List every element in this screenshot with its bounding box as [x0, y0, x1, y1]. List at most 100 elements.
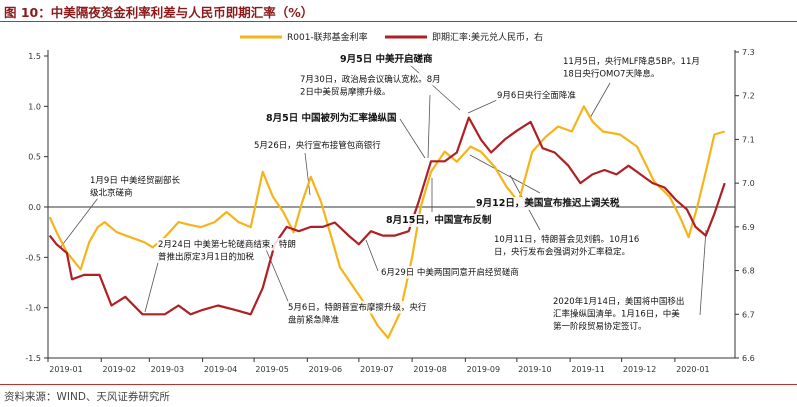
annotation-leader	[467, 99, 498, 114]
x-tick-label: 2019-02	[103, 365, 136, 374]
x-tick-label: 2019-09	[467, 365, 500, 374]
annotation-bg	[89, 186, 127, 199]
annotation-text: 日，央行发布会强调对外汇率稳定。	[494, 247, 630, 258]
chart-title: 图 10：中美隔夜资金利率利差与人民币即期汇率（%）	[4, 5, 314, 20]
x-tick-label: 2019-11	[571, 365, 604, 374]
right-y-tick-label: 7.1	[742, 135, 755, 144]
annotation-bg	[552, 320, 636, 333]
annotation-text: 2日中美贸易摩擦升级。	[300, 87, 390, 98]
annotation-bg	[496, 89, 572, 102]
annotation-text: 8月5日 中国被列为汇率操纵国	[266, 112, 397, 124]
left-y-tick-label: 1.0	[28, 102, 41, 111]
right-y-tick-label: 6.7	[742, 310, 755, 319]
annotation-text: 9月6日央行全面降准	[497, 90, 576, 101]
x-tick-label: 2019-08	[413, 365, 446, 374]
left-y-tick-label: 1.5	[28, 52, 41, 61]
annotation-leader	[427, 94, 431, 159]
annotation-text: 8月15日，中国宣布反制	[386, 214, 492, 226]
annotation: 8月15日，中国宣布反制	[385, 214, 492, 227]
annotation: 10月11日，特朗普会见刘鹤。10月16 日，央行发布会强调对外汇率稳定。	[493, 233, 645, 258]
x-tick-label: 2019-06	[309, 365, 342, 374]
annotation-bg	[299, 85, 383, 98]
x-tick-label: 2019-03	[151, 365, 184, 374]
annotation-leader	[144, 254, 161, 313]
annotation-text: 第一阶段贸易协定签订。	[553, 321, 647, 332]
annotation-bg	[552, 307, 674, 320]
annotation-bg	[475, 197, 616, 210]
annotation-leader	[365, 239, 379, 272]
annotation-bg	[253, 139, 375, 152]
annotation-bg	[157, 238, 294, 251]
annotation-bg	[157, 250, 249, 263]
annotation-leader	[589, 82, 611, 119]
annotation-text: 9月12日，美国宣布推迟上调关税	[476, 197, 620, 209]
annotation-text: 汇率操纵国清单。1月16日，中美	[553, 309, 680, 320]
annotation-bg	[287, 301, 417, 314]
annotation-leader	[469, 154, 541, 194]
left-y-tick-label: -1.0	[25, 304, 41, 313]
annotation-bg	[89, 174, 181, 187]
left-y-tick-label: -0.5	[25, 253, 41, 262]
right-y-tick-label: 6.9	[742, 223, 755, 232]
annotation: 6月29日 中美两国同意开启经贸磋商	[380, 266, 519, 279]
annotation-leader	[699, 229, 707, 316]
annotation-bg	[552, 295, 689, 308]
source-note: 资料来源：WIND、天风证券研究所	[4, 391, 170, 403]
annotation: 11月5日，央行MLF降息5BP。11月 18日央行OMO7天降息。	[562, 55, 714, 80]
right-y-tick-label: 7.3	[742, 48, 755, 57]
annotation-text: 2月24日 中美第七轮磋商结束，特朗	[158, 239, 296, 250]
annotation-bg	[380, 266, 517, 279]
annotation: 9月6日央行全面降准	[496, 89, 576, 102]
right-y-tick-label: 6.8	[742, 267, 755, 276]
legend-label-r001: R001-联邦基金利率	[287, 31, 368, 43]
x-tick-label: 2019-05	[255, 365, 288, 374]
annotation-bg	[265, 112, 397, 125]
annotation-bg	[287, 313, 333, 326]
annotation-leader	[261, 239, 291, 307]
x-tick-label: 2019-07	[360, 365, 393, 374]
annotation-bg	[562, 67, 661, 80]
annotation-text: 盘前紧急降准	[288, 315, 340, 326]
x-tick-label: 2019-10	[518, 365, 551, 374]
annotation-text: 7月30日，政治局会议确认宽松。8月	[300, 74, 441, 85]
annotation-leader	[409, 64, 461, 111]
annotation-bg	[562, 55, 714, 68]
annotation-text: 6月29日 中美两国同意开启经贸磋商	[381, 267, 519, 278]
annotation: 9月5日 中美开启磋商	[339, 53, 436, 66]
series-line-fx	[48, 116, 726, 316]
annotation: 2020年1月14日，美国将中国移出汇率操纵国清单。1月16日，中美第一阶段贸易…	[552, 295, 689, 333]
x-tick-label: 2020-01	[676, 365, 709, 374]
annotation-text: 级北京磋商	[90, 188, 133, 199]
right-y-tick-label: 7.2	[742, 92, 755, 101]
annotation: 5月26日，央行宣布接管包商银行	[253, 139, 381, 152]
annotation-text: 11月5日，央行MLF降息5BP。11月	[563, 56, 700, 67]
annotation-text: 普推出原定3月1日的加税	[158, 252, 254, 263]
left-y-tick-label: 0.5	[28, 153, 41, 162]
annotation-text: 2020年1月14日，美国将中国移出	[553, 296, 684, 307]
x-tick-label: 2019-01	[49, 365, 82, 374]
annotation-text: 18日央行OMO7天降息。	[563, 69, 659, 80]
x-tick-label: 2019-12	[623, 365, 656, 374]
annotation-bg	[493, 245, 615, 258]
annotation-leader	[304, 152, 311, 196]
annotation-text: 5月6日，特朗普宣布摩擦升级，央行	[288, 302, 427, 313]
annotation-text: 9月5日 中美开启磋商	[340, 53, 433, 65]
legend-label-fx: 即期汇率:美元兑人民币，右	[432, 31, 543, 43]
annotation-leader	[59, 197, 99, 249]
series-line-r001	[48, 105, 726, 339]
annotation: 7月30日，政治局会议确认宽松。8月 2日中美贸易摩擦升级。	[299, 73, 441, 98]
right-y-tick-label: 6.6	[742, 354, 755, 363]
title-divider	[0, 21, 797, 22]
annotation-text: 1月9日 中美经贸副部长	[90, 175, 181, 186]
annotation: 9月12日，美国宣布推迟上调关税	[475, 197, 620, 210]
annotation-text: 10月11日，特朗普会见刘鹤。10月16	[494, 234, 639, 245]
annotation: 8月5日 中国被列为汇率操纵国	[265, 112, 397, 125]
left-y-tick-label: 0.0	[28, 203, 41, 212]
source-divider	[0, 384, 797, 385]
right-y-tick-label: 7.0	[742, 179, 755, 188]
annotation-bg	[339, 53, 436, 66]
x-tick-label: 2019-04	[204, 365, 237, 374]
